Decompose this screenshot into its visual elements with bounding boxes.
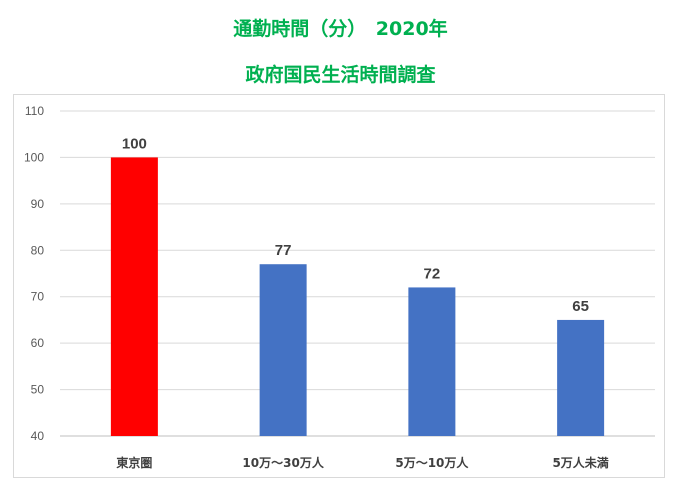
chart-area bbox=[13, 94, 665, 478]
data-label: 72 bbox=[424, 265, 441, 282]
y-tick-label: 90 bbox=[31, 197, 45, 211]
x-tick-label: 10万～30万人 bbox=[242, 455, 324, 470]
data-label: 77 bbox=[275, 242, 292, 259]
y-tick-label: 40 bbox=[31, 429, 45, 443]
bar bbox=[557, 319, 605, 436]
x-tick-label: 東京圏 bbox=[116, 455, 152, 470]
bar bbox=[110, 157, 158, 436]
bar bbox=[408, 287, 456, 436]
chart-title: 通勤時間（分） 2020年 bbox=[233, 18, 448, 40]
y-tick-label: 50 bbox=[31, 383, 45, 397]
y-tick-label: 70 bbox=[31, 290, 45, 304]
data-label: 65 bbox=[572, 298, 589, 315]
bar bbox=[259, 264, 307, 436]
y-tick-label: 110 bbox=[25, 104, 44, 118]
x-tick-label: 5万人未満 bbox=[552, 455, 608, 470]
chart-subtitle: 政府国民生活時間調査 bbox=[245, 64, 436, 86]
y-tick-label: 80 bbox=[31, 243, 45, 257]
y-tick-label: 60 bbox=[31, 336, 45, 350]
x-tick-label: 5万～10万人 bbox=[395, 455, 469, 470]
y-tick-label: 100 bbox=[24, 150, 44, 164]
data-label: 100 bbox=[122, 135, 147, 152]
